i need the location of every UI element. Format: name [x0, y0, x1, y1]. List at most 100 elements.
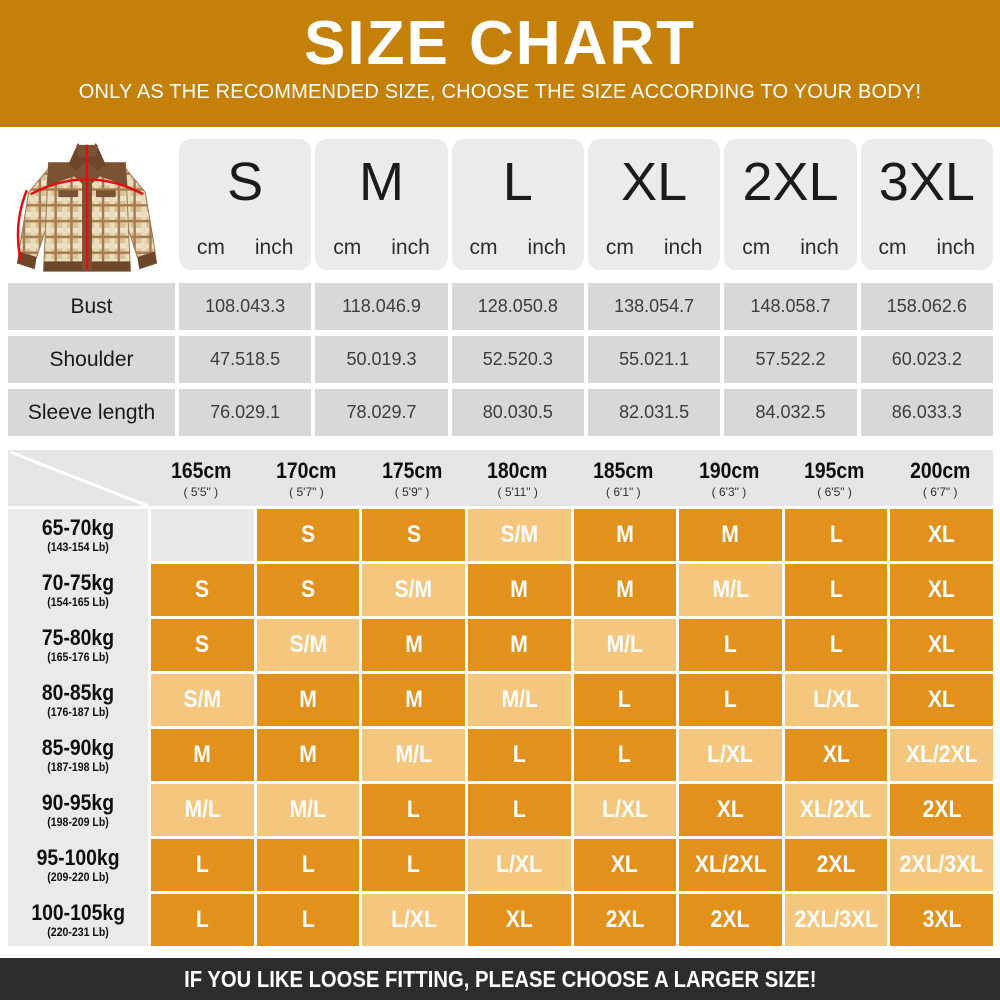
fit-cell: L: [362, 784, 465, 836]
fit-cell: M: [467, 619, 571, 671]
measurement-value: 29.7: [381, 402, 417, 422]
unit-label: inch: [936, 236, 976, 259]
measurement-value: 84.0: [755, 402, 791, 422]
measurement-value: 46.9: [385, 296, 421, 316]
size-label: 3XL: [878, 152, 975, 212]
measurement-cell: 128.0 50.8: [451, 283, 584, 330]
height-header-cell: 195cm( 6'5" ): [782, 450, 888, 506]
unit-labels: cm inch: [470, 236, 567, 260]
height-cm-label: 195cm: [804, 457, 865, 483]
weight-lb-label: (220-231 Lb): [47, 925, 109, 940]
fit-cell: L/XL: [362, 894, 465, 946]
unit-label: cm: [878, 236, 907, 259]
measurement-cell: 148.0 58.7: [724, 283, 857, 330]
weight-lb-label: (154-165 Lb): [47, 595, 109, 610]
fit-cell: S/M: [362, 564, 465, 616]
measurement-value: 20.3: [517, 349, 553, 369]
fit-cell: L/XL: [679, 729, 782, 781]
fit-cell: 2XL/3XL: [784, 894, 888, 946]
table-row: Bust 108.0 43.3 118.0 46.9 128.0 50.8 138.0 54.7…: [8, 283, 993, 330]
height-header-cell: 170cm( 5'7" ): [254, 450, 360, 506]
fit-cell: S: [362, 509, 465, 561]
fit-cell: 2XL: [679, 894, 782, 946]
measurement-cell: 84.0 32.5: [724, 389, 857, 436]
measurement-value: 58.7: [795, 296, 831, 316]
weight-label-cell: 80-85kg (176-187 Lb): [8, 674, 148, 729]
measurement-cell: 86.0 33.3: [860, 389, 993, 436]
fit-cell: M: [256, 674, 360, 726]
fit-cell: XL: [467, 894, 571, 946]
fit-cell: L/XL: [573, 784, 677, 836]
fit-cell: S: [256, 564, 360, 616]
measurement-value: 158.0: [886, 296, 932, 316]
unit-labels: cm inch: [742, 236, 839, 260]
fit-cell: L: [784, 509, 888, 561]
matrix-header-row: 165cm( 5'5" ) 170cm( 5'7" ) 175cm( 5'9" ) 1…: [8, 450, 993, 506]
fit-cell: L: [467, 729, 571, 781]
fit-cell: S: [151, 619, 254, 671]
fit-cell: M: [151, 729, 254, 781]
unit-labels: cm inch: [879, 236, 976, 260]
table-row: Sleeve length 76.0 29.1 78.0 29.7 80.0 30.5 82.…: [8, 389, 993, 436]
measurement-value: 86.0: [891, 402, 927, 422]
fit-cell: 2XL: [784, 839, 888, 891]
unit-label: cm: [742, 236, 771, 259]
footer-note: IF YOU LIKE LOOSE FITTING, PLEASE CHOOSE…: [0, 958, 1000, 1000]
fit-cell: XL: [890, 564, 993, 616]
measurement-table: Bust 108.0 43.3 118.0 46.9 128.0 50.8 138.0 54.7…: [8, 283, 993, 436]
size-label: 2XL: [742, 152, 839, 212]
measurement-value: 32.5: [790, 402, 826, 422]
weight-label-cell: 75-80kg (165-176 Lb): [8, 619, 148, 674]
fit-cell: 3XL: [890, 894, 993, 946]
measurement-cell: 60.0 23.2: [860, 336, 993, 383]
height-header-cell: 180cm( 5'11" ): [465, 450, 571, 506]
weight-kg-label: 70-75kg: [41, 569, 115, 595]
unit-label: cm: [196, 236, 225, 259]
fit-cell: M: [573, 509, 677, 561]
fit-cell: M/L: [679, 564, 782, 616]
fit-cell: M/L: [573, 619, 677, 671]
height-header-cell: 175cm( 5'9" ): [359, 450, 465, 506]
fit-cell: L/XL: [784, 674, 888, 726]
measurement-cell: 76.0 29.1: [179, 389, 312, 436]
measurement-cell: 80.0 30.5: [451, 389, 584, 436]
measurement-cell: 138.0 54.7: [587, 283, 721, 330]
measurement-value: 57.5: [755, 349, 791, 369]
fit-cell: M: [362, 674, 465, 726]
measurement-value: 23.2: [926, 349, 962, 369]
measurement-label: Sleeve length: [8, 389, 175, 436]
fit-cell: M: [573, 564, 677, 616]
fit-cell: L: [784, 564, 888, 616]
measurement-value: 60.0: [891, 349, 927, 369]
fit-cell: XL: [784, 729, 888, 781]
size-label: XL: [621, 152, 688, 212]
measurement-cell: 47.5 18.5: [179, 336, 312, 383]
height-cm-label: 190cm: [698, 457, 760, 483]
measurement-cell: 57.5 22.2: [724, 336, 857, 383]
measurement-value: 50.0: [346, 349, 382, 369]
fit-cell: L: [256, 839, 360, 891]
measurement-value: 80.0: [482, 402, 518, 422]
weight-lb-label: (187-198 Lb): [47, 760, 109, 775]
size-card: XL cm inch: [587, 139, 721, 270]
fit-cell: [151, 509, 254, 561]
fit-cell: S/M: [256, 619, 360, 671]
measurement-value: 55.0: [619, 349, 655, 369]
fit-cell: L: [362, 839, 465, 891]
height-ft-label: ( 6'7" ): [922, 484, 958, 499]
measurement-cell: 118.0 46.9: [315, 283, 448, 330]
fit-cell: XL: [573, 839, 677, 891]
fit-cell: L: [467, 784, 571, 836]
height-header-cell: 190cm( 6'3" ): [676, 450, 782, 506]
weight-label-cell: 95-100kg (209-220 Lb): [8, 839, 148, 894]
unit-labels: cm inch: [333, 236, 430, 260]
measurement-value: 22.2: [790, 349, 826, 369]
measurement-cell: 50.0 19.3: [315, 336, 448, 383]
fit-cell: M/L: [362, 729, 465, 781]
measurement-value: 54.7: [659, 296, 695, 316]
weight-label-cell: 70-75kg (154-165 Lb): [8, 564, 148, 619]
height-header-cell: 165cm( 5'5" ): [148, 450, 254, 506]
